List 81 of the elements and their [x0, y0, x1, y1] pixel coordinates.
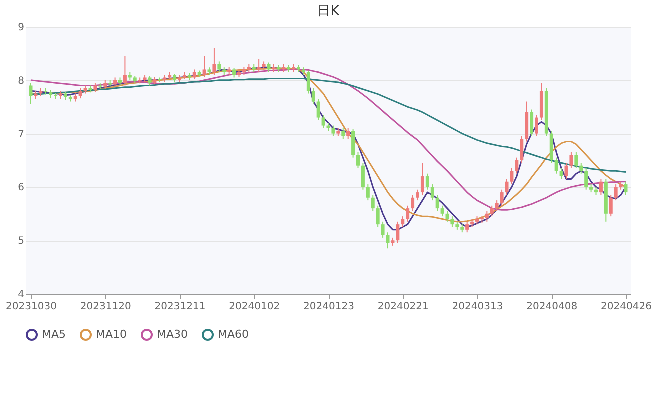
candlestick: [520, 136, 524, 164]
candlestick: [361, 162, 365, 190]
candlestick: [574, 152, 578, 170]
candlestick: [371, 194, 375, 212]
candlestick: [580, 162, 584, 174]
candlestick: [446, 210, 450, 222]
candlestick: [609, 194, 613, 218]
candlestick: [78, 88, 82, 100]
y-tick-label: 4: [18, 290, 24, 300]
chart-title: 日K: [318, 4, 340, 19]
x-tick-label: 20240313: [452, 302, 504, 312]
x-tick-label: 20231030: [6, 302, 57, 312]
candlestick: [416, 189, 420, 202]
candlestick: [535, 114, 538, 137]
legend-label: MA30: [157, 328, 188, 341]
candlestick: [346, 128, 350, 140]
legend-label: MA60: [218, 328, 250, 341]
candlestick: [406, 205, 410, 222]
x-tick-label: 20240408: [526, 302, 578, 312]
candlestick: [466, 221, 470, 234]
candlestick: [436, 194, 440, 212]
candlestick: [192, 69, 196, 80]
legend-label: MA5: [42, 328, 66, 341]
candlestick: [29, 82, 33, 105]
candlestick: [420, 162, 424, 196]
candlestick: [312, 88, 316, 105]
candlestick: [510, 168, 514, 186]
candlestick: [376, 205, 380, 228]
candlestick: [430, 184, 434, 202]
candlestick: [322, 114, 326, 129]
candlestick: [123, 56, 127, 86]
x-tick-label: 20240426: [601, 302, 652, 312]
candlestick: [554, 157, 558, 174]
candlestick: [366, 184, 370, 202]
candlestick: [212, 48, 216, 76]
candlestick: [218, 61, 222, 73]
x-tick-label: 20240123: [304, 302, 354, 312]
candlestick: [316, 98, 320, 121]
candlestick: [356, 152, 360, 170]
candlestick: [342, 128, 346, 140]
candlestick: [381, 221, 385, 238]
y-tick-label: 7: [18, 129, 24, 140]
candlestick: [530, 109, 534, 137]
legend-label: MA10: [96, 328, 128, 341]
x-tick-label: 20231211: [154, 302, 206, 312]
candlestick: [148, 76, 152, 86]
candlestick: [584, 168, 588, 190]
candlestick: [495, 200, 499, 212]
candlestick: [396, 221, 400, 244]
candlestick: [500, 189, 504, 206]
candlestick: [505, 178, 509, 196]
candlestick: [386, 232, 390, 250]
candlestick: [426, 173, 430, 190]
candlestick: [202, 56, 206, 78]
candlestick: [564, 162, 568, 180]
candlestick: [560, 168, 564, 180]
y-tick-label: 9: [18, 22, 24, 34]
y-tick-label: 5: [18, 236, 24, 248]
candlestick: [267, 62, 271, 73]
candlestick: [401, 216, 405, 228]
candlestick: [614, 184, 618, 202]
x-tick-label: 20240221: [378, 302, 429, 312]
candlestick: [332, 125, 336, 137]
candlestick: [411, 194, 415, 212]
candlestick: [257, 58, 261, 73]
candlestick: [599, 178, 603, 196]
y-tick-label: 6: [18, 182, 24, 194]
candlestick: [570, 152, 574, 170]
candlestick: [490, 205, 494, 218]
candlestick: [450, 216, 454, 228]
candlestick: [515, 157, 519, 174]
candlestick: [232, 68, 236, 78]
candlestick: [114, 77, 118, 88]
y-tick-label: 8: [18, 76, 24, 87]
candlestick: [94, 82, 98, 93]
candlestick: [624, 181, 628, 196]
x-tick-label: 20240102: [229, 302, 280, 312]
candlestick: [306, 70, 310, 94]
candlestick: [485, 210, 489, 222]
candlestick: [440, 205, 444, 218]
x-tick-label: 20231120: [80, 302, 132, 312]
